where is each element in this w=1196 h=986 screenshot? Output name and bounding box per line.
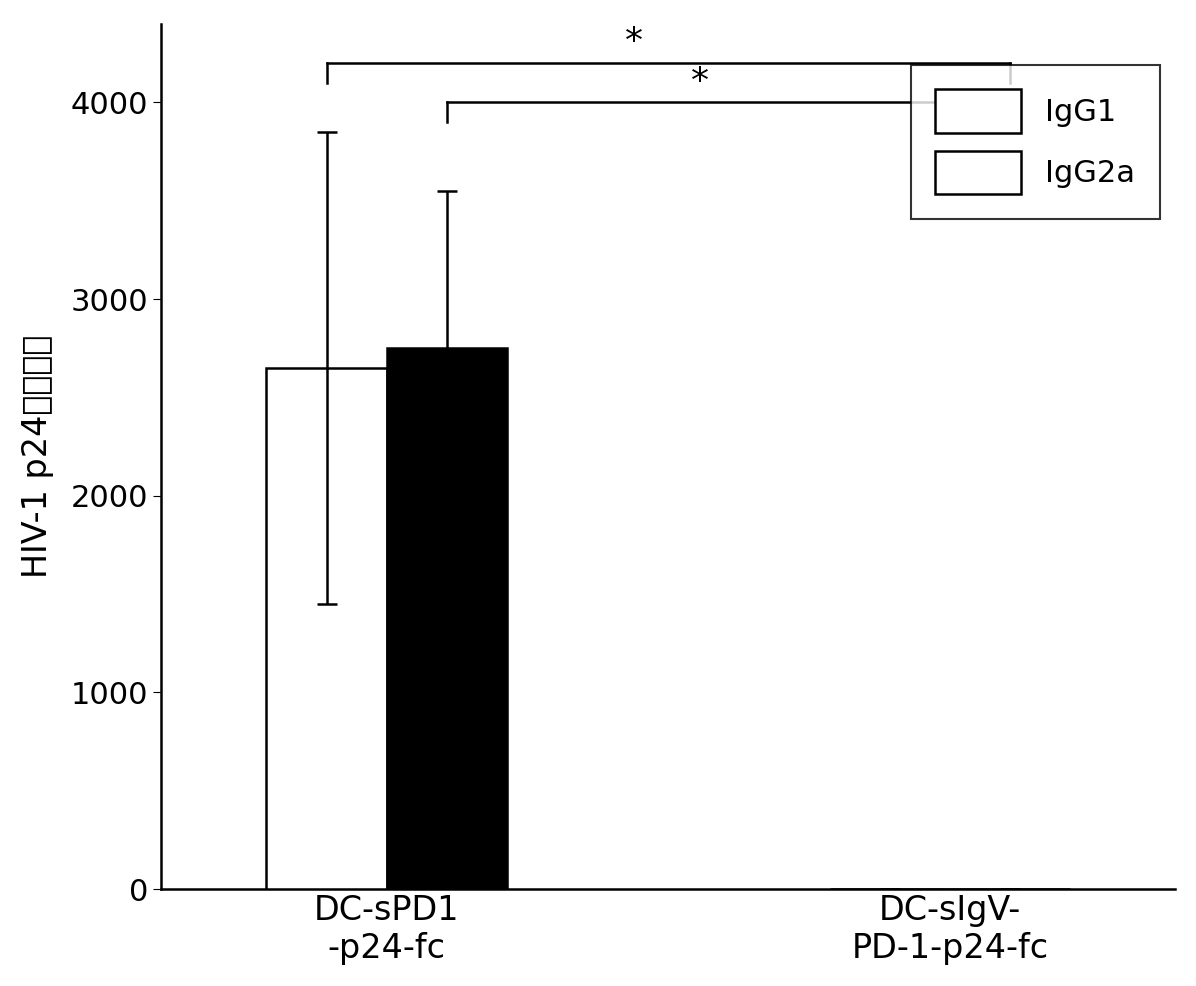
Text: *: * [626,26,643,59]
Legend: IgG1, IgG2a: IgG1, IgG2a [911,65,1160,219]
Bar [386,348,507,889]
Bar [267,368,386,889]
Y-axis label: HIV-1 p24抗体滴度: HIV-1 p24抗体滴度 [20,335,54,578]
Text: *: * [691,64,709,99]
